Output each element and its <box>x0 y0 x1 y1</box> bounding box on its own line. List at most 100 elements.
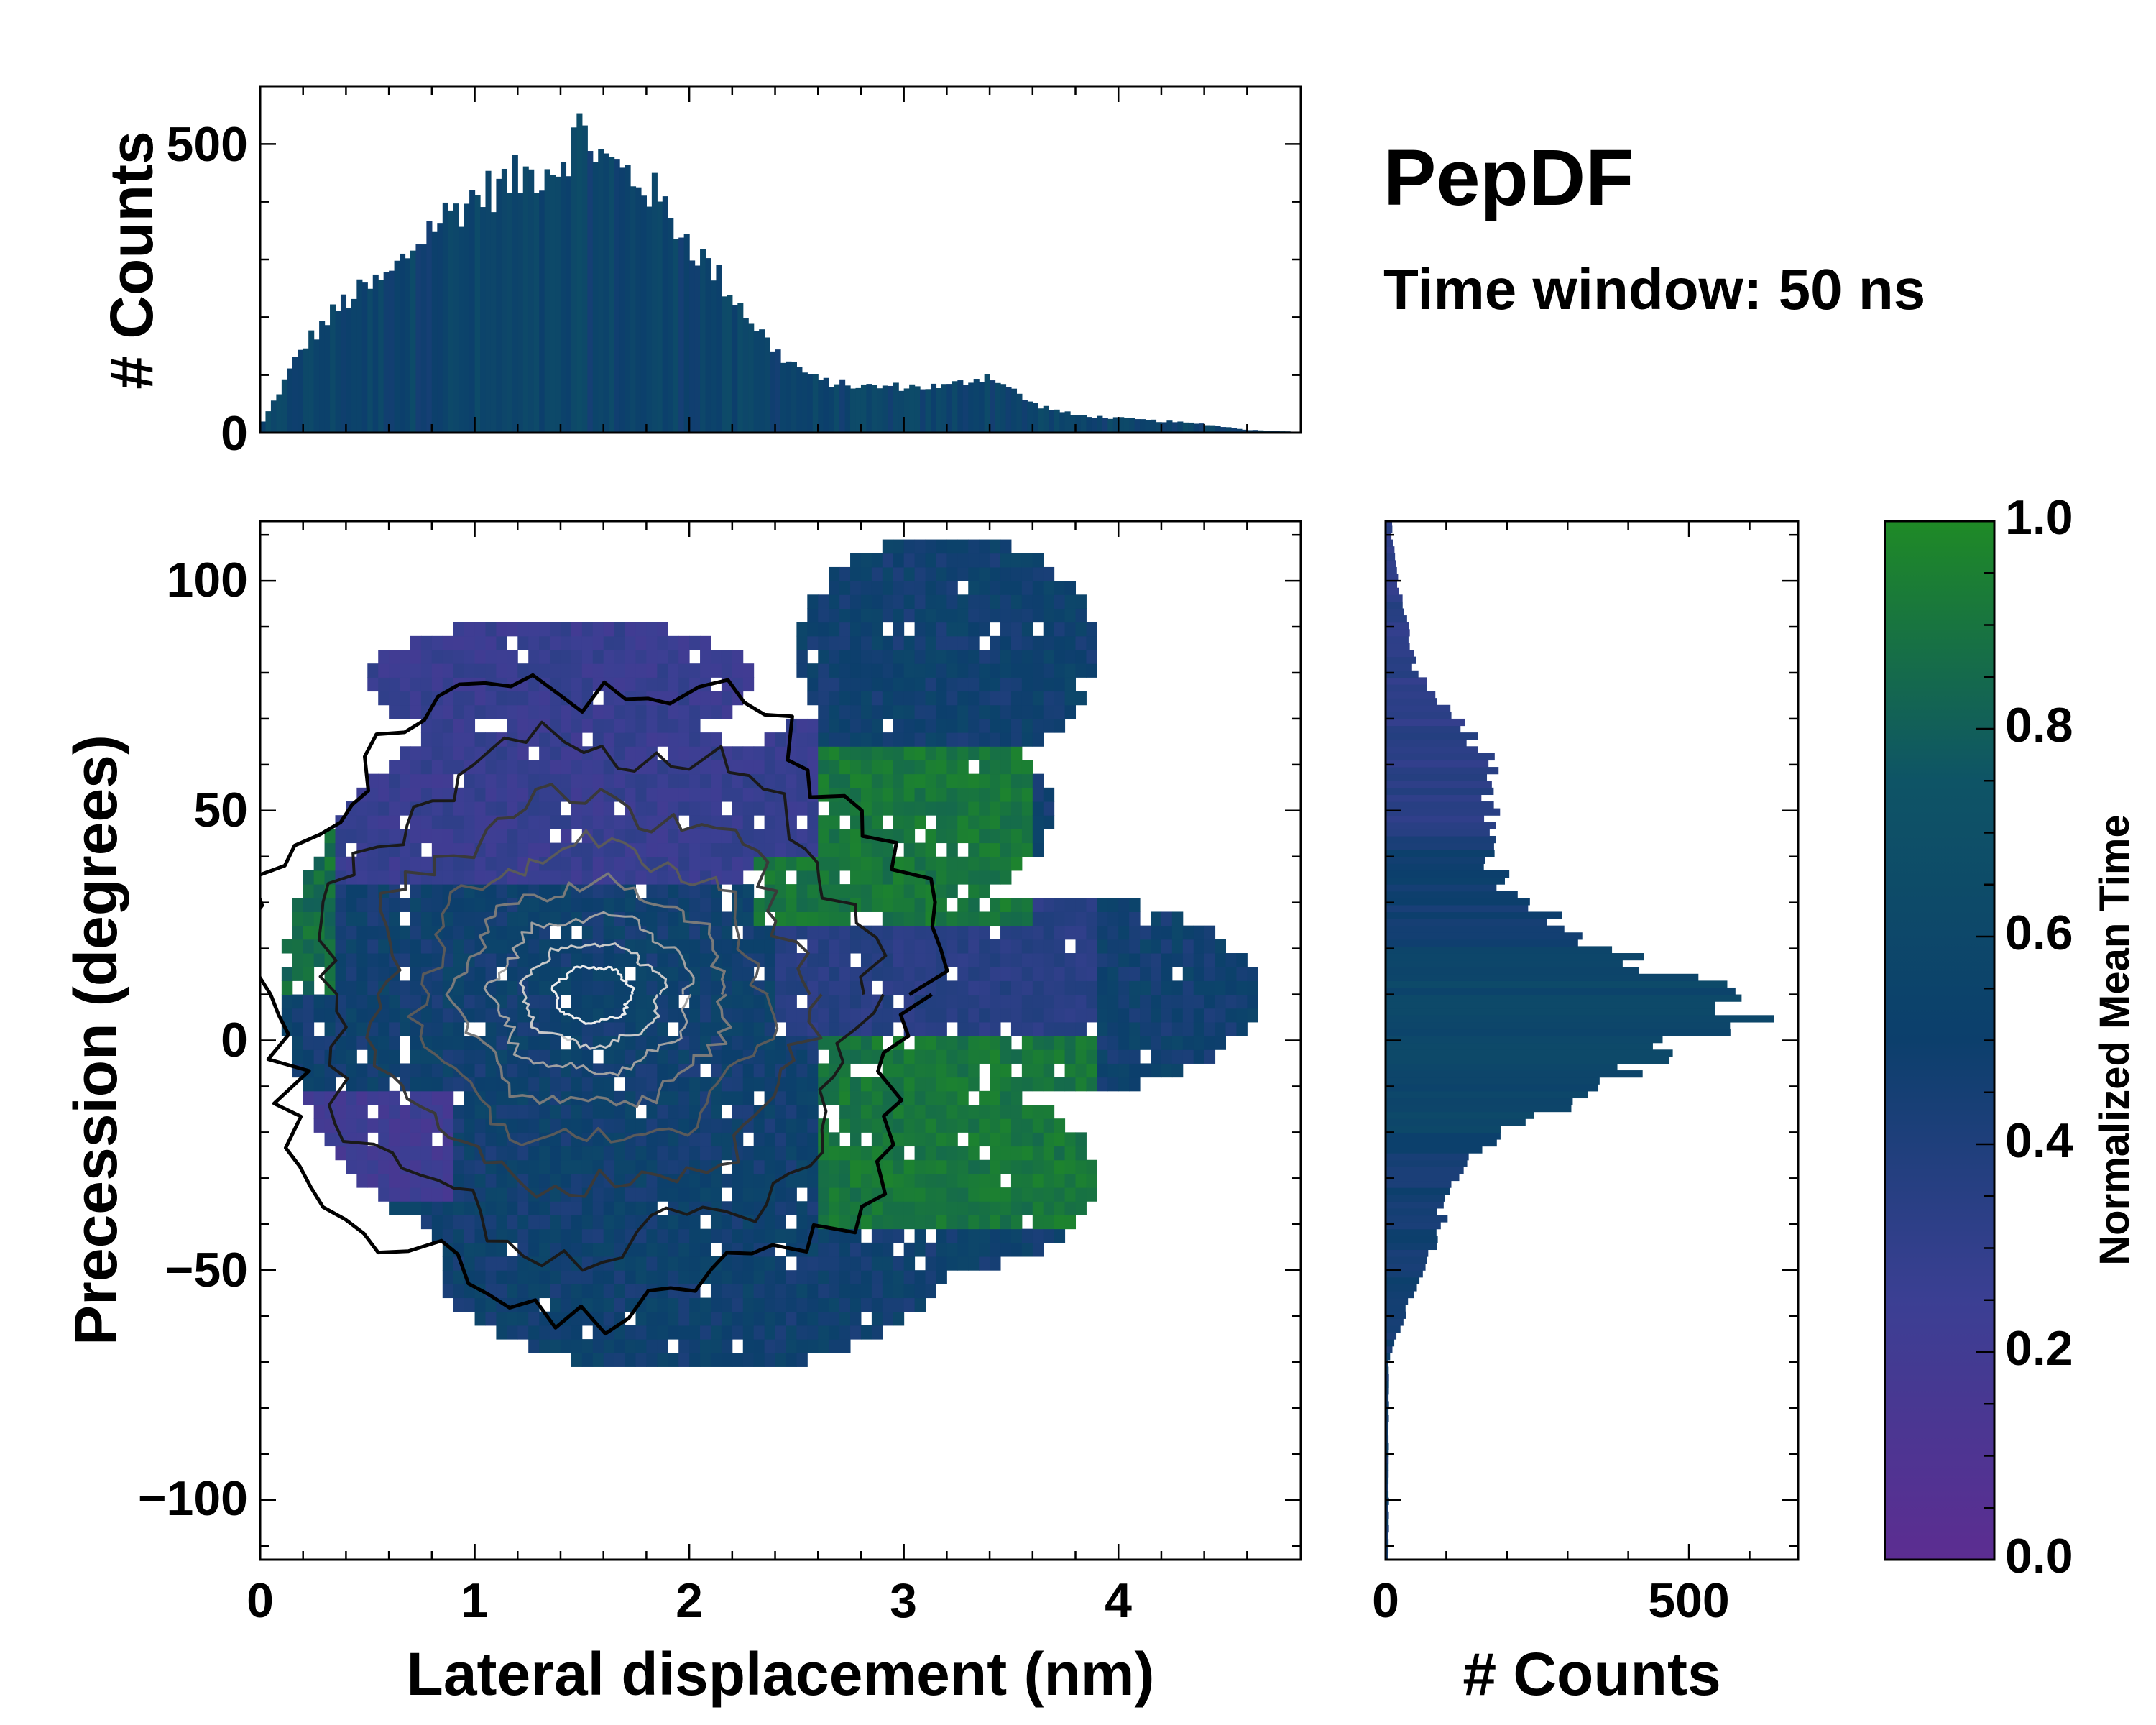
heatmap-cell <box>614 1159 626 1174</box>
heatmap-cell <box>464 842 476 857</box>
heatmap-cell <box>796 884 808 898</box>
heatmap-cell <box>410 1021 422 1036</box>
heatmap-cell <box>442 1256 454 1271</box>
heatmap-cell <box>550 911 561 926</box>
heatmap-cell <box>882 1256 894 1271</box>
heatmap-cell <box>1075 1132 1087 1147</box>
heatmap-cell <box>700 856 711 871</box>
heatmap-cell <box>871 650 883 664</box>
heatmap-cell <box>539 815 550 829</box>
heatmap-cell <box>990 746 1001 760</box>
heatmap-cell <box>957 925 969 940</box>
heatmap-cell <box>1075 1049 1087 1064</box>
heatmap-cell <box>936 1228 947 1243</box>
right-histogram-bar <box>1386 698 1437 706</box>
heatmap-cell <box>957 829 969 844</box>
right-histogram-bar <box>1386 1394 1389 1402</box>
heatmap-cell <box>442 1090 454 1105</box>
heatmap-cell <box>968 1036 980 1050</box>
heatmap-cell <box>764 815 776 829</box>
heatmap-cell <box>625 773 636 788</box>
heatmap-cell <box>850 1105 862 1119</box>
heatmap-cell <box>914 553 926 568</box>
heatmap-cell <box>657 1008 668 1023</box>
heatmap-cell <box>324 911 336 926</box>
heatmap-cell <box>367 939 379 954</box>
heatmap-cell <box>979 939 990 954</box>
heatmap-cell <box>464 1228 476 1243</box>
top-histogram-bar <box>1005 387 1012 433</box>
heatmap-cell <box>581 925 594 940</box>
heatmap-cell <box>936 1256 947 1271</box>
heatmap-cell <box>1193 967 1205 981</box>
right-histogram-bar <box>1386 1539 1389 1547</box>
heatmap-cell <box>1193 1008 1205 1023</box>
heatmap-cell <box>1064 1159 1077 1174</box>
heatmap-cell <box>732 663 744 678</box>
heatmap-cell <box>410 746 422 760</box>
heatmap-cell <box>925 594 936 609</box>
heatmap-cell <box>560 1270 572 1284</box>
heatmap-cell <box>668 1132 679 1147</box>
heatmap-cell <box>1021 635 1033 650</box>
heatmap-cell <box>678 856 690 871</box>
top-histogram-bar <box>1054 409 1060 433</box>
right-histogram-bar <box>1386 1491 1389 1499</box>
heatmap-cell <box>1151 1063 1162 1078</box>
heatmap-cell <box>925 732 936 747</box>
heatmap-cell <box>850 1036 862 1050</box>
right-histogram-bar <box>1386 1422 1389 1430</box>
heatmap-cell <box>990 953 1001 967</box>
heatmap-cell <box>550 1159 561 1174</box>
heatmap-cell <box>721 1090 733 1105</box>
heatmap-cell <box>1032 581 1044 595</box>
right-histogram-bar <box>1386 911 1562 919</box>
heatmap-cell <box>882 939 894 954</box>
heatmap-cell <box>550 1201 561 1215</box>
right-histogram-bar <box>1386 781 1492 788</box>
heatmap-cell <box>893 760 905 775</box>
heatmap-cell <box>946 581 958 595</box>
heatmap-cell <box>689 884 701 898</box>
heatmap-cell <box>1010 1173 1023 1188</box>
heatmap-cell <box>850 650 862 664</box>
heatmap-cell <box>528 1036 540 1050</box>
heatmap-cell <box>431 746 443 760</box>
ytick-label-100: 100 <box>167 553 248 607</box>
colorbar-tick-label-0: 0.0 <box>2005 1529 2073 1583</box>
heatmap-cell <box>625 925 636 940</box>
heatmap-cell <box>1000 746 1012 760</box>
heatmap-cell <box>420 773 433 788</box>
heatmap-cell <box>957 760 969 775</box>
heatmap-cell <box>710 704 722 719</box>
heatmap-cell <box>764 939 776 954</box>
top-histogram-bar <box>946 384 953 433</box>
heatmap-cell <box>764 1215 776 1230</box>
heatmap-cell <box>292 953 304 967</box>
heatmap-cell <box>603 1077 615 1092</box>
heatmap-cell <box>592 718 604 733</box>
right-histogram-bar <box>1386 1256 1427 1264</box>
heatmap-cell <box>990 650 1001 664</box>
heatmap-cell <box>560 1132 572 1147</box>
heatmap-cell <box>1225 953 1237 967</box>
heatmap-cell <box>903 1297 916 1312</box>
heatmap-cell <box>936 1105 947 1119</box>
heatmap-cell <box>496 925 507 940</box>
heatmap-cell <box>313 953 326 967</box>
heatmap-cell <box>990 760 1001 775</box>
heatmap-cell <box>517 1146 529 1161</box>
heatmap-cell <box>1000 608 1012 623</box>
heatmap-cell <box>818 1159 829 1174</box>
heatmap-cell <box>1064 594 1077 609</box>
heatmap-cell <box>614 760 626 775</box>
heatmap-cell <box>646 1201 658 1215</box>
heatmap-cell <box>668 856 679 871</box>
heatmap-cell <box>742 898 755 912</box>
heatmap-cell <box>1021 553 1033 568</box>
heatmap-cell <box>903 1118 916 1133</box>
heatmap-cell <box>474 622 486 637</box>
heatmap-cell <box>1000 704 1012 719</box>
heatmap-cell <box>742 760 755 775</box>
heatmap-cell <box>678 1339 690 1353</box>
